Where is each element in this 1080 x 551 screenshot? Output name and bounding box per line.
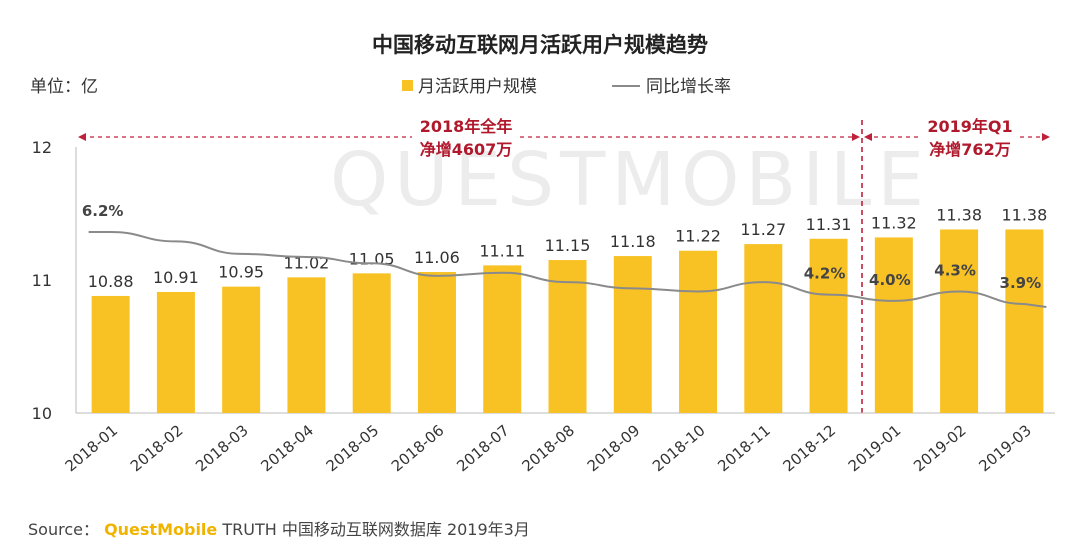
- x-tick-label: 2018-02: [127, 421, 187, 475]
- bar: [809, 238, 848, 413]
- x-tick-label: 2018-03: [192, 421, 252, 475]
- x-tick-label: 2018-09: [584, 421, 644, 475]
- bar-value-label: 11.15: [545, 236, 591, 255]
- bar: [156, 291, 195, 413]
- bars: [91, 229, 1044, 413]
- legend-line-label: 同比增长率: [646, 77, 731, 97]
- legend: 月活跃用户规模 同比增长率: [402, 77, 731, 97]
- period-2018-line1: 2018年全年: [420, 117, 513, 136]
- x-tick-label: 2018-06: [388, 421, 448, 475]
- bar: [222, 286, 261, 413]
- bar-value-label: 11.11: [479, 241, 525, 260]
- y-ticks: 10 11 12: [32, 138, 52, 423]
- bar-value-label: 11.27: [740, 220, 786, 239]
- bar: [613, 256, 652, 413]
- y-tick-label: 11: [32, 271, 52, 290]
- bar-value-label: 10.95: [218, 263, 264, 282]
- arrowhead-left-icon: [864, 133, 872, 141]
- arrowhead-right-icon: [1042, 133, 1050, 141]
- y-tick-label: 10: [32, 404, 52, 423]
- bar-value-label: 11.06: [414, 248, 460, 267]
- bar: [483, 265, 522, 413]
- bar-value-label: 11.32: [871, 213, 917, 232]
- arrowhead-left-icon: [78, 133, 86, 141]
- bar: [548, 260, 587, 413]
- bar-value-label: 10.91: [153, 268, 199, 287]
- chart-title: 中国移动互联网月活跃用户规模趋势: [372, 33, 708, 57]
- rate-value-label: 3.9%: [1000, 274, 1042, 292]
- bar: [744, 244, 783, 413]
- x-tick-label: 2019-01: [845, 421, 905, 475]
- growth-line-path: [88, 231, 1047, 308]
- x-tick-label: 2018-07: [453, 421, 513, 475]
- source-prefix: Source：: [28, 520, 99, 539]
- bar: [352, 273, 391, 413]
- x-tick-label: 2018-08: [518, 421, 578, 475]
- rate-value-label: 6.2%: [82, 202, 124, 220]
- x-tick-label: 2018-10: [649, 421, 709, 475]
- bar: [417, 272, 456, 413]
- x-tick-label: 2018-01: [62, 421, 122, 475]
- bar: [874, 237, 913, 413]
- bar-value-label: 11.22: [675, 227, 721, 246]
- rate-labels: 6.2% 4.2% 4.0% 4.3% 3.9%: [82, 202, 1041, 292]
- rate-value-label: 4.0%: [869, 271, 911, 289]
- bar: [679, 250, 718, 413]
- bar-value-label: 11.31: [806, 215, 852, 234]
- rate-value-label: 4.3%: [934, 261, 976, 279]
- period-2019-line2: 净增762万: [929, 140, 1010, 159]
- x-tick-label: 2018-04: [257, 421, 317, 475]
- bar-value-label: 11.18: [610, 232, 656, 251]
- y-tick-label: 12: [32, 138, 52, 157]
- unit-label: 单位：亿: [30, 77, 98, 97]
- bar: [287, 277, 326, 413]
- x-tick-label: 2018-05: [323, 421, 383, 475]
- x-tick-label: 2018-12: [780, 421, 840, 475]
- x-tick-label: 2018-11: [714, 421, 774, 475]
- period-2018-line2: 净增4607万: [420, 140, 513, 159]
- source-note: Source： QuestMobile TRUTH 中国移动互联网数据库 201…: [28, 516, 530, 540]
- legend-bar-swatch: [402, 80, 413, 91]
- bar: [940, 229, 979, 413]
- bar-value-label: 11.38: [936, 205, 982, 224]
- rate-value-label: 4.2%: [804, 265, 846, 283]
- source-brand: QuestMobile: [104, 520, 218, 539]
- bar-value-label: 10.88: [88, 272, 134, 291]
- legend-bar-label: 月活跃用户规模: [418, 77, 537, 97]
- bar: [91, 295, 130, 413]
- watermark: QUESTMOBILE: [330, 137, 930, 223]
- bar-labels: 10.88 10.91 10.95 11.02 11.05 11.06 11.11 11.15…: [88, 205, 1048, 290]
- arrowhead-right-icon: [852, 133, 860, 141]
- period-2019-line1: 2019年Q1: [927, 117, 1012, 136]
- growth-line: [88, 231, 1047, 308]
- period-annotations: 2018年全年 净增4607万 2019年Q1 净增762万: [78, 117, 1050, 414]
- x-tick-label: 2019-02: [910, 421, 970, 475]
- x-ticks: 2018-01 2018-02 2018-03 2018-04 2018-05 2018-…: [62, 421, 1035, 475]
- x-tick-label: 2019-03: [975, 421, 1035, 475]
- bar-value-label: 11.38: [1001, 205, 1047, 224]
- source-rest: TRUTH 中国移动互联网数据库 2019年3月: [222, 520, 530, 539]
- bar: [1005, 229, 1044, 413]
